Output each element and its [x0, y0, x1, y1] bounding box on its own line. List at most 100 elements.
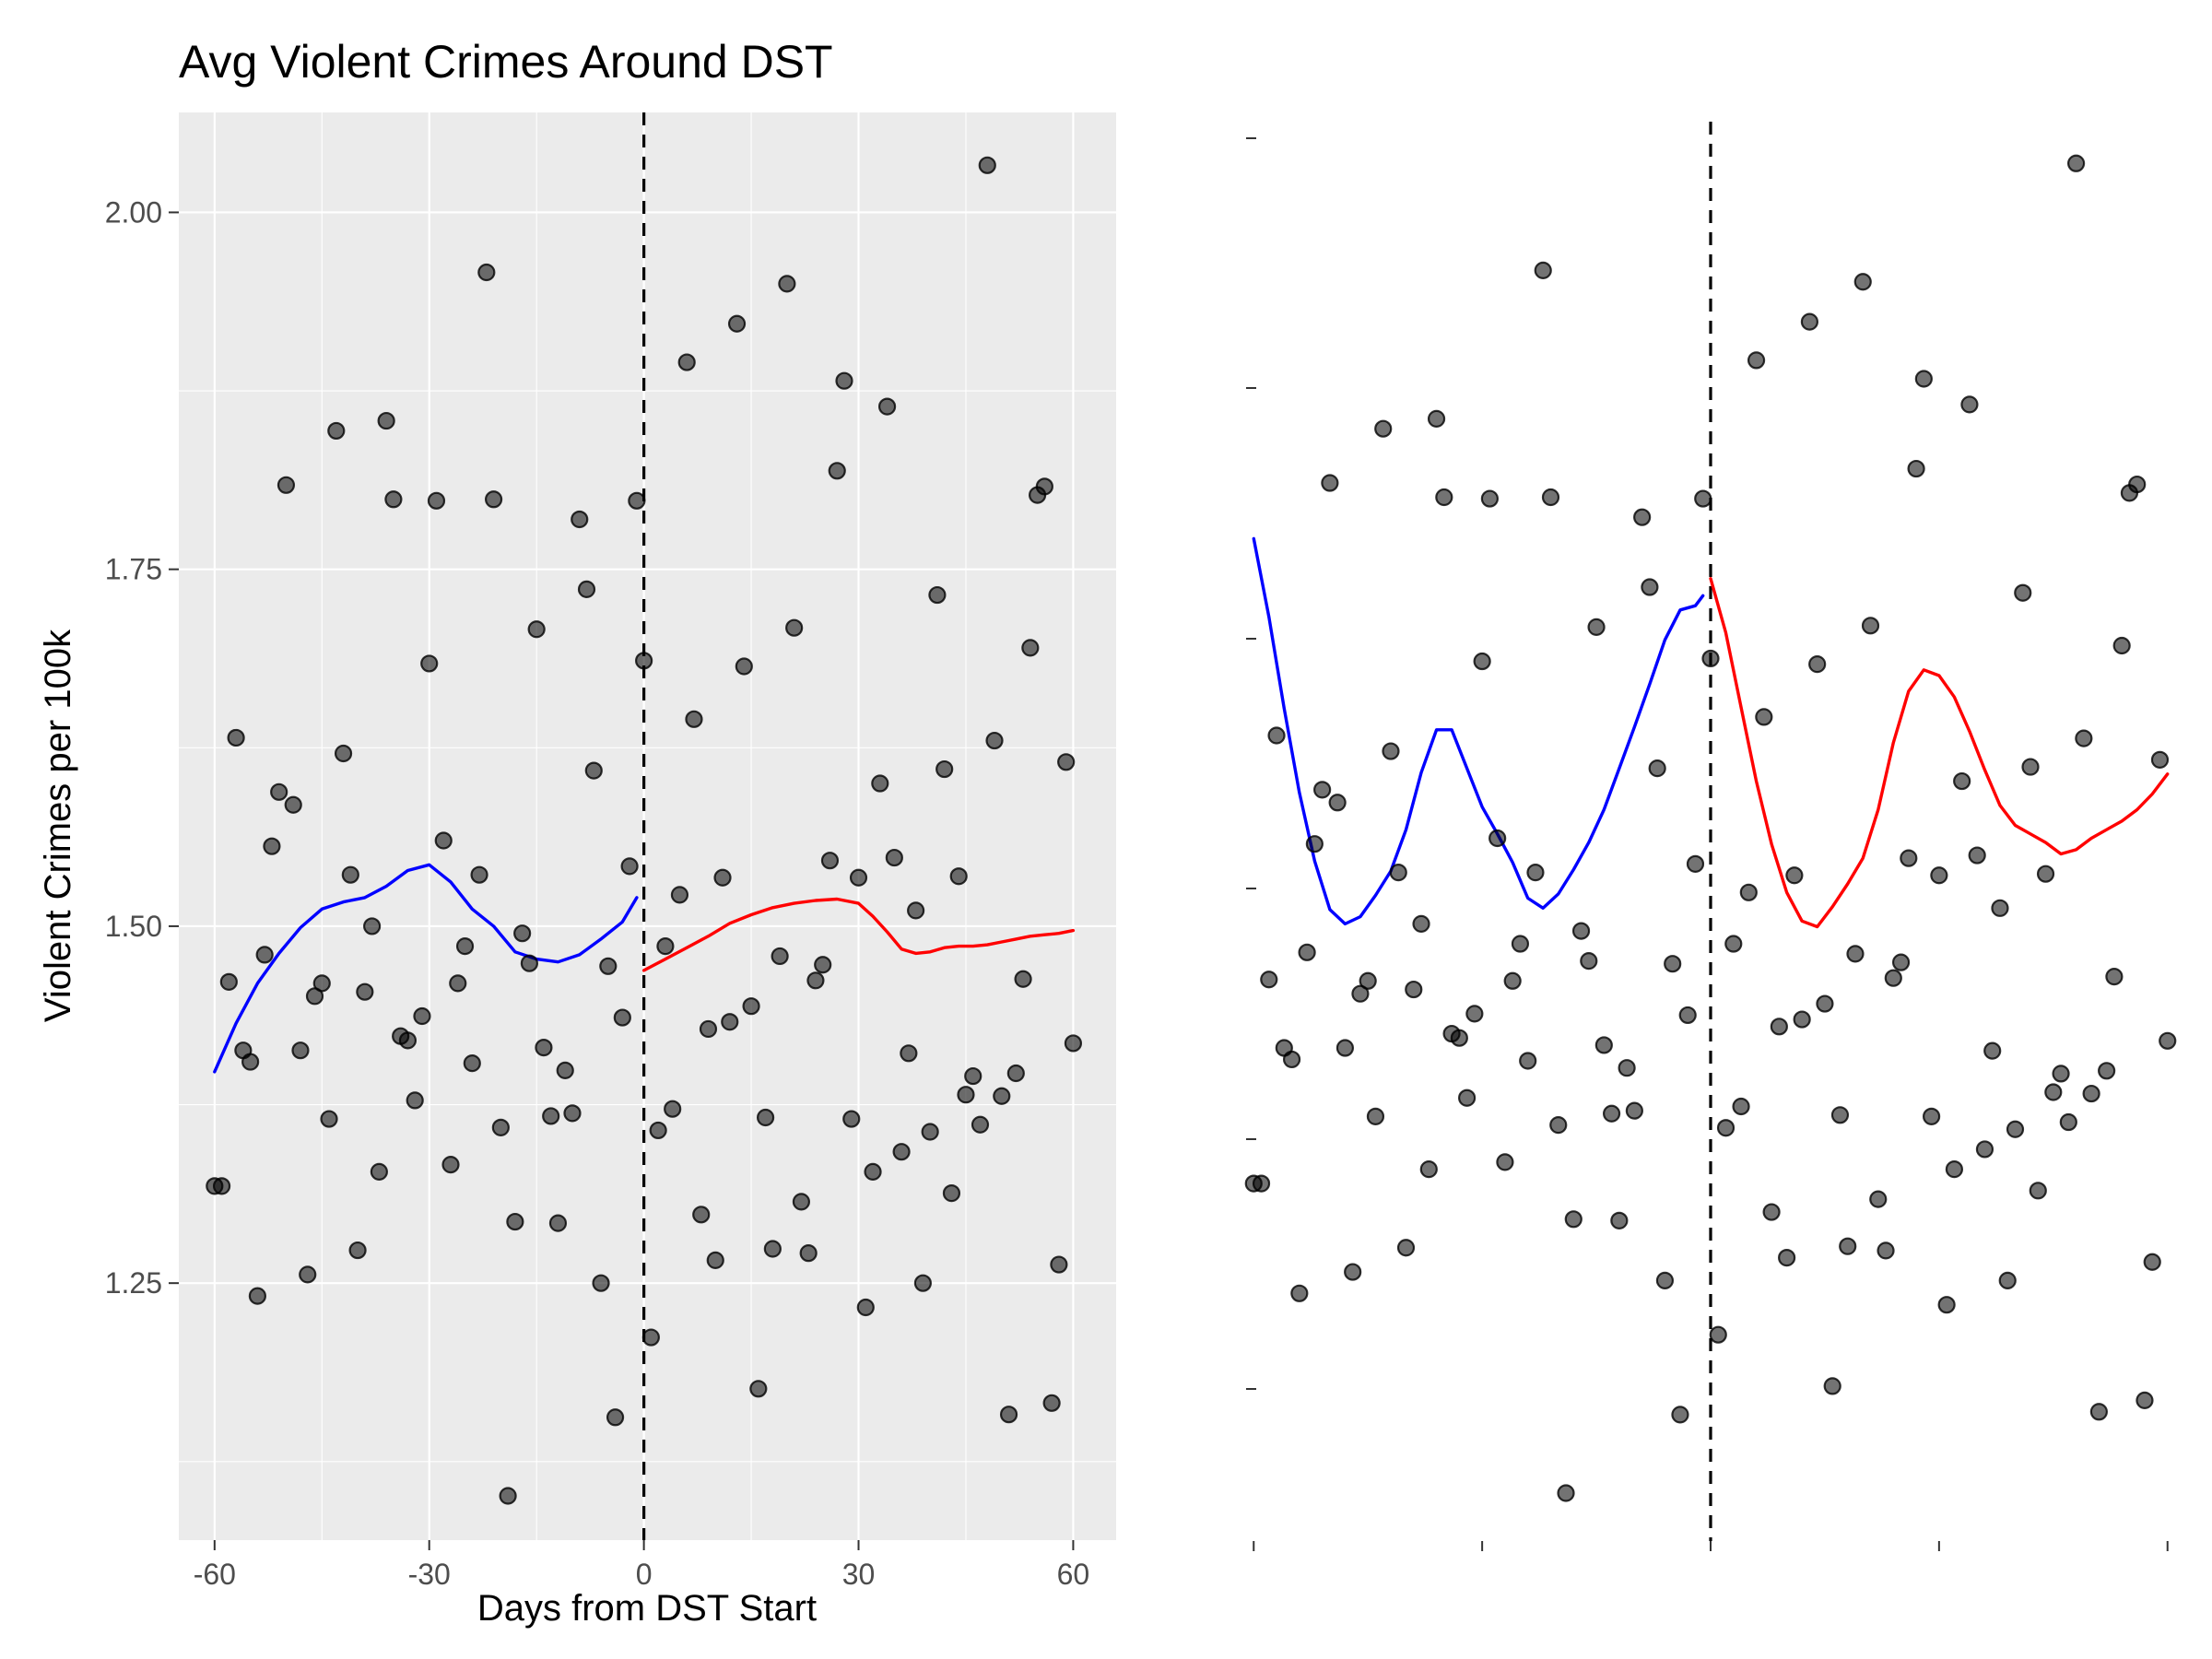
data-point: [1610, 1211, 1629, 1230]
data-point: [1968, 846, 1986, 865]
data-point: [1664, 955, 1682, 973]
data-point: [1305, 835, 1324, 853]
data-point: [2128, 475, 2147, 494]
data-point: [1374, 419, 1393, 438]
data-point: [2059, 1112, 2077, 1132]
data-point: [441, 1156, 460, 1174]
data-point: [1021, 639, 1040, 657]
data-point: [563, 1104, 582, 1123]
data-point: [463, 1054, 481, 1073]
data-point: [2082, 1084, 2100, 1103]
data-point: [1907, 459, 1925, 478]
data-point: [1694, 489, 1712, 508]
data-point: [641, 1328, 660, 1347]
data-point: [592, 1274, 610, 1292]
data-point: [2066, 154, 2086, 172]
data-point: [1914, 370, 1933, 388]
data-point: [1778, 1248, 1796, 1267]
data-point: [320, 1110, 338, 1128]
data-point: [1930, 866, 1948, 885]
data-point: [864, 1162, 882, 1181]
data-point: [670, 886, 689, 904]
data-point: [1846, 945, 1865, 963]
left-x-axis: -60 -30 0 30 60: [194, 1540, 1089, 1591]
data-point: [1480, 489, 1499, 508]
data-point: [327, 421, 346, 441]
data-point: [620, 857, 639, 876]
y-tick-label: 1.50: [105, 910, 162, 943]
data-point: [677, 353, 696, 371]
data-point: [377, 411, 395, 430]
y-tick-label: 1.25: [105, 1266, 162, 1300]
data-point: [799, 1244, 818, 1263]
data-point: [1701, 649, 1720, 668]
data-point: [2044, 1083, 2063, 1101]
data-point: [806, 971, 825, 990]
data-point: [1519, 1052, 1537, 1070]
data-point: [2112, 636, 2131, 655]
data-point: [2029, 1182, 2047, 1200]
data-point: [449, 974, 467, 993]
data-point: [885, 848, 903, 867]
data-point: [713, 868, 732, 887]
data-point: [964, 1066, 982, 1086]
data-point: [1991, 899, 2009, 917]
data-point: [227, 728, 245, 747]
data-point: [2150, 750, 2170, 769]
data-point: [1709, 1325, 1727, 1344]
data-point: [721, 1013, 739, 1031]
data-point: [1503, 971, 1522, 990]
data-point: [1419, 1160, 1438, 1179]
data-point: [921, 1123, 939, 1141]
data-point: [212, 1177, 231, 1195]
data-point: [871, 774, 889, 793]
data-point: [348, 1241, 367, 1260]
data-point: [685, 710, 703, 728]
data-point: [706, 1251, 724, 1269]
data-point: [248, 1287, 266, 1305]
data-point: [2075, 729, 2093, 747]
data-point: [1816, 994, 1834, 1013]
x-tick-label: 30: [842, 1558, 876, 1591]
data-point: [1945, 1160, 1963, 1179]
data-point: [1891, 953, 1911, 971]
data-point: [699, 1019, 718, 1039]
data-point: [1625, 1101, 1643, 1120]
data-point: [499, 1487, 517, 1505]
data-point: [1014, 970, 1032, 988]
data-point: [1975, 1140, 1994, 1159]
data-point: [635, 652, 653, 670]
data-point: [993, 1087, 1011, 1105]
data-point: [477, 263, 496, 282]
data-point: [1877, 1241, 1895, 1260]
data-point: [664, 1100, 682, 1118]
data-point: [1937, 1296, 1956, 1314]
data-point: [1998, 1271, 2017, 1289]
data-point: [1557, 1484, 1575, 1502]
data-point: [900, 1044, 918, 1063]
data-point: [692, 1206, 711, 1224]
data-point: [913, 1274, 932, 1292]
data-point: [1313, 781, 1332, 799]
data-point: [2098, 1062, 2116, 1080]
data-point: [427, 491, 446, 510]
data-point: [1321, 474, 1339, 492]
data-point: [1006, 1064, 1025, 1083]
left-smooth-after-dst: [641, 897, 1076, 972]
data-point: [370, 1162, 388, 1181]
data-point: [270, 782, 288, 801]
data-point: [1496, 1153, 1514, 1171]
data-point: [2052, 1065, 2070, 1083]
data-point: [2021, 758, 2040, 776]
data-point: [778, 275, 796, 293]
data-point: [735, 657, 753, 676]
data-point: [1648, 759, 1666, 778]
data-point: [649, 1121, 667, 1140]
data-point: [1351, 984, 1370, 1003]
data-point: [341, 865, 359, 884]
data-point: [656, 937, 675, 956]
data-point: [1042, 1394, 1061, 1412]
data-point: [1861, 617, 1880, 635]
data-point: [892, 1143, 911, 1161]
